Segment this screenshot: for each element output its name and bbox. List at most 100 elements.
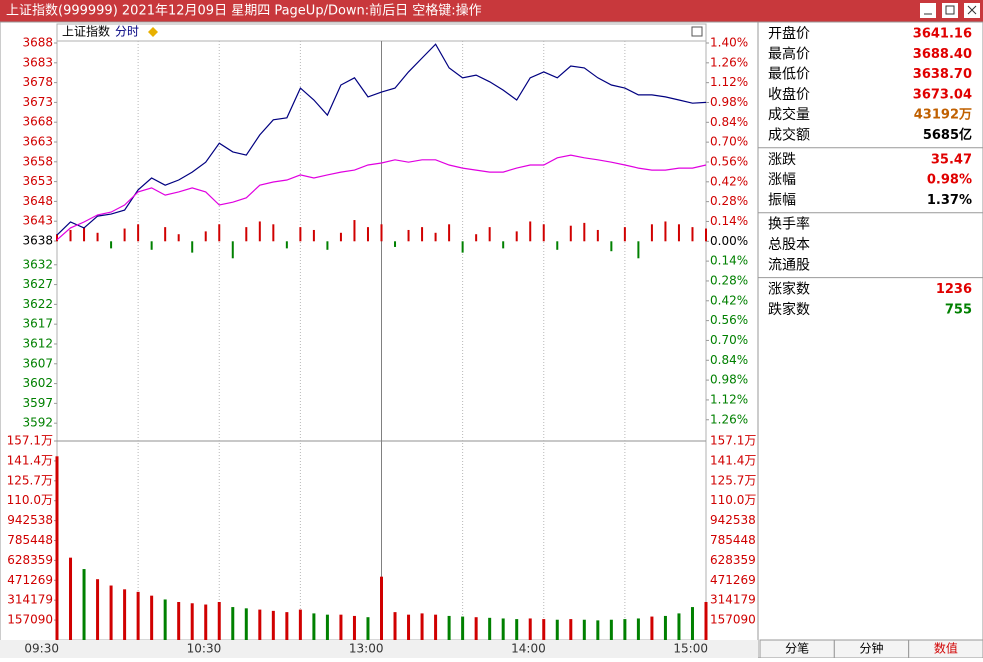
- y2-tick-label: 110.0万: [710, 493, 756, 507]
- strength-bar: [204, 231, 207, 242]
- y2-tick-label: 0.98%: [710, 95, 748, 109]
- strength-bar: [56, 234, 58, 242]
- index-name[interactable]: 上证指数: [62, 24, 110, 39]
- volume-bar: [596, 620, 600, 640]
- minimize-button[interactable]: [920, 3, 936, 18]
- y2-tick-label: 314179: [710, 593, 756, 607]
- y-tick-label: 3592: [22, 416, 53, 430]
- strength-bar: [677, 224, 680, 242]
- strength-bar: [231, 241, 234, 259]
- info-value: 3641.16: [913, 27, 972, 42]
- price-line: [56, 154, 707, 241]
- y-tick-label: 3602: [22, 376, 53, 390]
- volume-bar: [271, 610, 275, 640]
- y-tick-label: 3627: [22, 277, 53, 291]
- y-tick-label: 3658: [22, 154, 53, 168]
- strength-bar: [515, 231, 518, 242]
- x-tick-label: 09:30: [24, 642, 59, 656]
- y2-tick-label: 471269: [710, 573, 756, 587]
- close-button[interactable]: [964, 3, 980, 18]
- volume-bar: [231, 607, 235, 640]
- tab-label[interactable]: 数值: [934, 641, 958, 656]
- y-tick-label: 3648: [22, 194, 53, 208]
- volume-bar: [352, 615, 356, 640]
- volume-bar: [407, 614, 411, 640]
- strength-bar: [610, 241, 613, 252]
- strength-bar: [488, 227, 491, 242]
- strength-bar: [123, 228, 126, 242]
- info-label: 跌家数: [768, 301, 810, 318]
- period-mode[interactable]: 分时: [115, 25, 139, 39]
- y2-tick-label: 0.00%: [710, 234, 748, 248]
- strength-bar: [637, 241, 640, 259]
- y2-tick-label: 628359: [710, 553, 756, 567]
- y-tick-label: 785448: [7, 533, 53, 547]
- volume-bar: [177, 601, 181, 640]
- volume-bar: [461, 616, 465, 640]
- info-value: 0.98%: [927, 173, 972, 188]
- y-tick-label: 3668: [22, 115, 53, 129]
- y2-tick-label: 0.42%: [710, 174, 748, 188]
- y2-tick-label: 0.56%: [710, 154, 748, 168]
- y-tick-label: 3622: [22, 297, 53, 311]
- volume-bar: [582, 619, 586, 640]
- volume-bar: [109, 585, 113, 640]
- volume-bar: [515, 619, 519, 640]
- strength-bar: [353, 220, 356, 242]
- y-tick-label: 3612: [22, 336, 53, 350]
- y-tick-label: 3597: [22, 396, 53, 410]
- strength-bar: [691, 227, 694, 242]
- y2-tick-label: 942538: [710, 513, 756, 527]
- volume-bar: [650, 616, 654, 640]
- volume-bar: [217, 601, 221, 640]
- volume-bar: [474, 617, 478, 640]
- strength-bar: [448, 224, 451, 242]
- y-tick-label: 3678: [22, 75, 53, 89]
- panel-toggle[interactable]: [691, 26, 703, 37]
- volume-bar: [204, 604, 208, 640]
- strength-bar: [380, 224, 383, 242]
- y2-tick-label: 0.84%: [710, 115, 748, 129]
- strength-bar: [407, 229, 410, 242]
- y2-tick-label: 0.28%: [710, 194, 748, 208]
- toolbar-icon[interactable]: [148, 27, 158, 37]
- volume-bar: [488, 617, 492, 640]
- strength-bar: [556, 241, 559, 250]
- strength-bar: [339, 232, 342, 242]
- y-tick-label: 3688: [22, 36, 53, 50]
- volume-bar: [339, 614, 343, 640]
- y2-tick-label: 1.12%: [710, 392, 748, 406]
- volume-bar: [501, 618, 505, 640]
- strength-bar: [394, 241, 397, 247]
- strength-bar: [164, 227, 167, 242]
- info-value: 5685亿: [923, 127, 972, 143]
- y-tick-label: 110.0万: [7, 493, 53, 507]
- y2-tick-label: 0.14%: [710, 254, 748, 268]
- volume-bar: [190, 603, 194, 640]
- info-value: 755: [945, 302, 972, 317]
- volume-bar: [609, 619, 613, 640]
- info-label: 最低价: [768, 67, 810, 83]
- volume-bar: [542, 619, 546, 640]
- info-value: 3673.04: [913, 87, 972, 102]
- volume-bar: [258, 609, 262, 640]
- info-label: 成交量: [768, 106, 810, 123]
- y-tick-label: 125.7万: [7, 473, 53, 487]
- volume-bar: [690, 607, 694, 640]
- y-tick-label: 3663: [22, 135, 53, 149]
- maximize-button[interactable]: [942, 3, 958, 18]
- y2-tick-label: 0.14%: [710, 214, 748, 228]
- tab-label[interactable]: 分钟: [859, 641, 883, 656]
- info-label: 收盘价: [768, 86, 810, 103]
- y2-tick-label: 1.40%: [710, 36, 748, 50]
- strength-bar: [326, 241, 329, 250]
- y2-tick-label: 125.7万: [710, 473, 756, 487]
- y2-tick-label: 1.26%: [710, 412, 748, 426]
- tab-label[interactable]: 分笔: [785, 641, 809, 656]
- info-label: 涨跌: [768, 152, 796, 168]
- strength-bar: [529, 221, 532, 242]
- info-label: 开盘价: [768, 25, 810, 42]
- title-bar: [0, 0, 983, 22]
- info-value: 1236: [936, 282, 972, 297]
